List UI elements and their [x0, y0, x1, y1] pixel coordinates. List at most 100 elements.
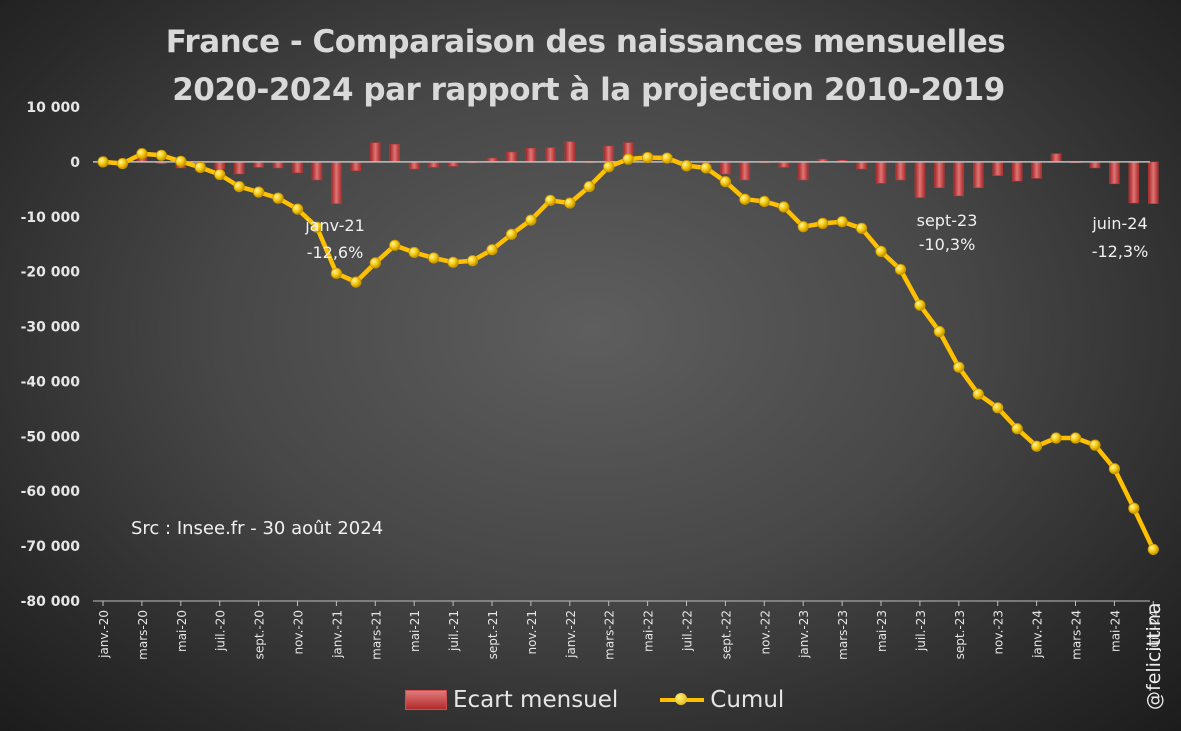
cumul-point — [719, 176, 732, 188]
annotations: janv-21 -12,6% sept-23 -10,3% juin-24 -12,3% — [304, 211, 1148, 262]
bar-ecart-mensuel — [1109, 161, 1120, 185]
cumul-point — [350, 276, 362, 288]
bar-ecart-mensuel — [1011, 161, 1023, 182]
x-tick-label: nov.-23 — [992, 610, 1006, 655]
line-series-cumul — [102, 151, 1156, 551]
y-tick-label: -40 000 — [21, 374, 81, 390]
cumul-point — [505, 228, 518, 240]
x-tick-label: sept.-20 — [253, 610, 267, 659]
x-tick-label: nov.-20 — [292, 610, 306, 655]
bar-ecart-mensuel — [311, 161, 323, 181]
bar-ecart-mensuel — [370, 142, 381, 163]
bar-ecart-mensuel — [953, 161, 965, 197]
x-tick-label: janv.-21 — [330, 610, 344, 659]
cumul-point — [622, 153, 634, 165]
y-tick-label: 10 000 — [26, 100, 80, 116]
x-tick-label: mai-23 — [875, 610, 889, 652]
bar-ecart-mensuel — [973, 161, 984, 188]
cumul-point — [1147, 543, 1159, 556]
x-tick-label: mars-23 — [836, 610, 850, 660]
bar-ecart-mensuel — [603, 145, 614, 163]
cumul-point — [680, 160, 693, 172]
cumul-point — [564, 197, 576, 209]
annotation-label: sept-23 — [917, 211, 978, 230]
legend-label-cumul: Cumul — [710, 687, 785, 713]
bar-ecart-mensuel — [895, 161, 906, 181]
cumul-point — [933, 325, 945, 338]
x-tick-label: mai-24 — [1108, 610, 1122, 652]
cumul-point — [486, 244, 498, 256]
y-tick-label: -60 000 — [21, 484, 81, 500]
cumul-point — [233, 180, 245, 193]
cumul-point — [330, 267, 342, 279]
bar-ecart-mensuel — [1050, 153, 1062, 163]
cumul-point — [194, 161, 206, 173]
cumul-point — [972, 388, 984, 400]
cumul-point — [739, 193, 751, 205]
x-tick-label: janv.-24 — [1031, 610, 1045, 659]
y-tick-label: -80 000 — [21, 594, 81, 610]
bar-ecart-mensuel — [272, 161, 284, 169]
annotation-value: -12,6% — [307, 243, 364, 262]
y-tick-label: -10 000 — [21, 210, 81, 226]
bar-ecart-mensuel — [914, 161, 926, 198]
bar-ecart-mensuel — [525, 147, 537, 163]
cumul-point — [583, 180, 595, 193]
bar-ecart-mensuel — [856, 161, 867, 170]
y-tick-label: -70 000 — [21, 539, 81, 555]
x-tick-label: nov.-22 — [758, 610, 772, 655]
x-tick-label: mars-24 — [1070, 610, 1084, 660]
x-tick-label: mars-20 — [136, 610, 150, 660]
cumul-point — [408, 246, 420, 259]
bar-ecart-mensuel — [350, 161, 362, 171]
cumul-point — [836, 216, 848, 228]
cumul-point — [817, 217, 829, 229]
cumul-point — [797, 221, 809, 233]
x-tick-label: sept.-21 — [486, 610, 500, 659]
cumul-point — [603, 161, 615, 173]
x-tick-label: juil.-22 — [681, 610, 695, 652]
bar-ecart-mensuel — [506, 151, 517, 163]
bar-ecart-mensuel — [214, 161, 225, 170]
bar-ecart-mensuel — [428, 161, 439, 168]
cumul-point — [155, 149, 167, 161]
x-axis-tick-marks — [93, 600, 1154, 606]
bar-ecart-mensuel — [797, 161, 809, 181]
bar-ecart-mensuel — [934, 161, 945, 188]
x-tick-label: juil.-23 — [914, 610, 928, 652]
chart-title-line2: 2020-2024 par rapport à la projection 20… — [172, 72, 1005, 108]
y-tick-label: -20 000 — [21, 265, 81, 281]
cumul-point — [1089, 439, 1101, 451]
cumul-point — [525, 214, 537, 226]
cumul-point — [992, 402, 1004, 414]
cumul-point — [311, 221, 323, 233]
bar-ecart-mensuel — [875, 161, 887, 184]
cumul-point — [466, 255, 479, 267]
annotation-value: -12,3% — [1092, 242, 1149, 261]
bar-ecart-mensuel — [545, 147, 556, 163]
legend-label-ecart: Ecart mensuel — [453, 687, 619, 713]
source-note: Src : Insee.fr - 30 août 2024 — [131, 518, 383, 539]
bar-ecart-mensuel — [331, 161, 342, 204]
cumul-point — [272, 192, 284, 204]
x-tick-label: mai-22 — [642, 610, 656, 652]
cumul-point — [1050, 432, 1062, 444]
x-tick-label: juil.-21 — [447, 610, 461, 652]
x-axis-tick-labels: janv.-20 mars-20 mai-20 juil.-20 sept.-20 nov… — [97, 610, 1161, 660]
cumul-point — [778, 201, 790, 213]
cumul-point — [175, 155, 187, 167]
credit-watermark: @felicittina — [1143, 540, 1173, 710]
cumul-point — [1108, 463, 1121, 475]
cumul-point — [700, 162, 712, 174]
cumul-point — [1069, 432, 1082, 444]
credit-text: @felicittina — [1143, 602, 1165, 710]
cumul-point — [894, 263, 907, 276]
cumul-point — [428, 252, 440, 264]
bar-ecart-mensuel — [1031, 161, 1042, 179]
x-tick-label: sept.-23 — [953, 610, 967, 659]
annotation-label: janv-21 — [304, 216, 365, 235]
line-markers-cumul — [97, 148, 1159, 556]
annotation-value: -10,3% — [919, 235, 976, 254]
bar-ecart-mensuel — [564, 141, 576, 163]
bar-ecart-mensuel — [992, 161, 1003, 176]
